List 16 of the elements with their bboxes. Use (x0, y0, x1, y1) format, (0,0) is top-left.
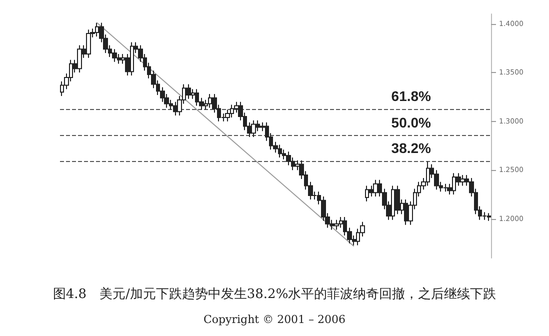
candlestick (365, 185, 369, 202)
candlestick (334, 219, 339, 230)
candlestick (225, 109, 230, 122)
candlestick (286, 151, 291, 166)
candlestick (443, 183, 448, 192)
candlestick (251, 120, 256, 138)
candlestick (373, 179, 378, 198)
candlestick (460, 174, 465, 186)
candlestick (86, 29, 91, 58)
annotation: 61.8% (391, 88, 432, 104)
candlestick (112, 48, 117, 62)
text: Copyright © 2001 – 2006 (203, 313, 346, 326)
annotation: 50.0% (391, 114, 432, 131)
candlestick (77, 44, 82, 74)
text: 图4.8 美元/加元下跌趋势中发生38.2%水平的菲波纳奇回撤，之后继续下跌 (52, 286, 496, 302)
annotation: 38.2% (391, 140, 432, 156)
